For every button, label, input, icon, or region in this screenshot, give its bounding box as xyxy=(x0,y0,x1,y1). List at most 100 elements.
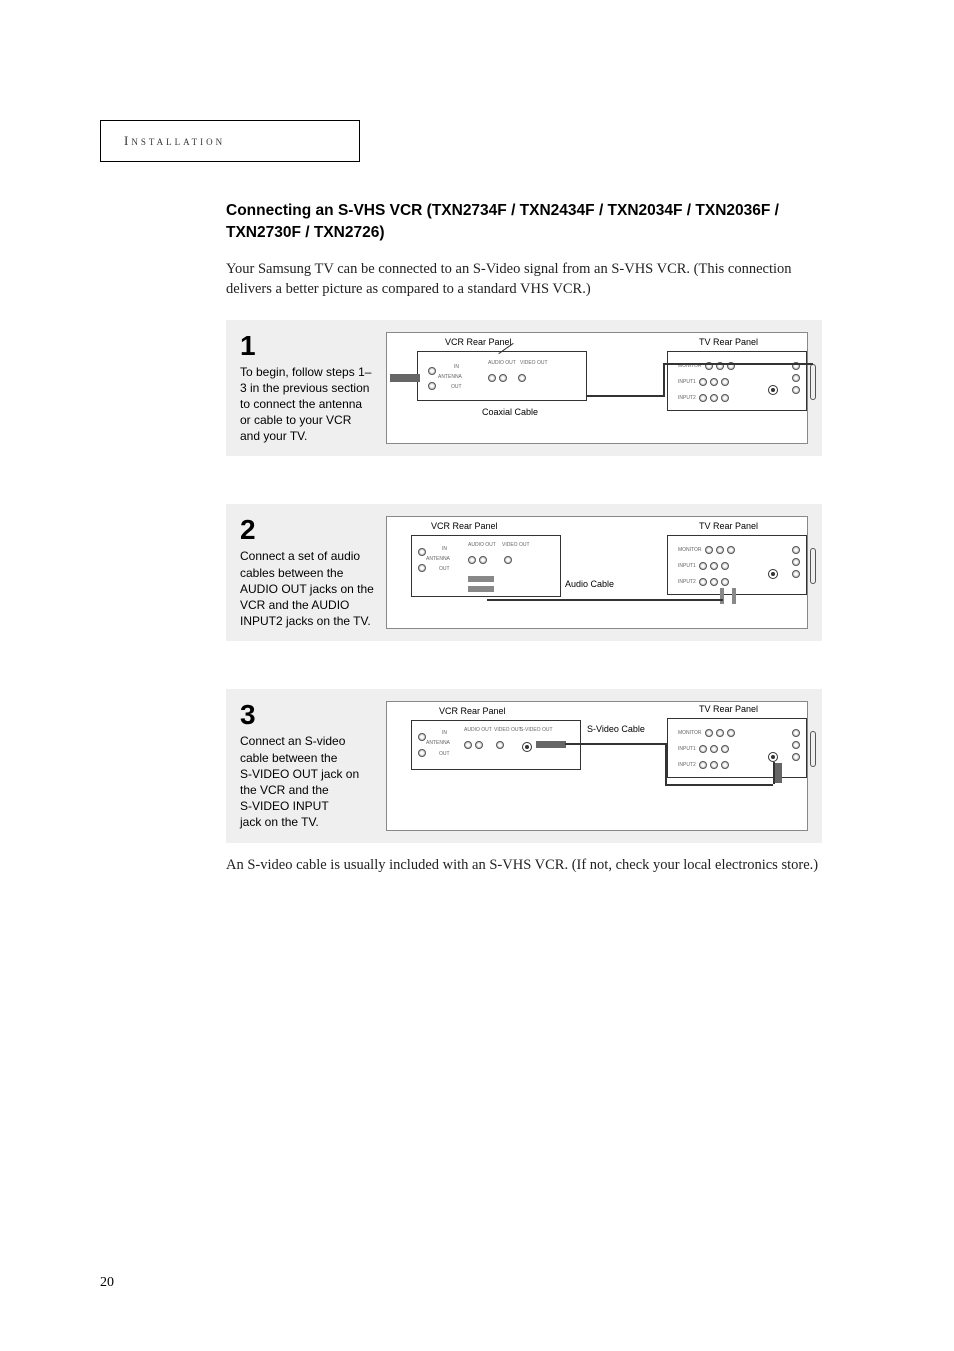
jack-icon xyxy=(699,378,707,386)
step-2-diagram: VCR Rear Panel IN OUT ANTENNA AUDIO OUT … xyxy=(386,516,808,629)
jack-icon xyxy=(468,556,476,564)
ant-connector-icon xyxy=(810,364,816,400)
jack-icon xyxy=(710,761,718,769)
svideo-label: S-VIDEO OUT xyxy=(520,727,553,733)
section-header-box: Installation xyxy=(100,120,360,162)
in-label: IN xyxy=(454,364,459,370)
main-content: Connecting an S-VHS VCR (TXN2734F / TXN2… xyxy=(226,200,826,875)
jack-icon xyxy=(699,745,707,753)
jack-icon xyxy=(479,556,487,564)
jack-icon xyxy=(418,749,426,757)
jack-icon xyxy=(496,741,504,749)
video-label: VIDEO OUT xyxy=(494,727,522,733)
jack-icon xyxy=(792,741,800,749)
jack-icon xyxy=(699,578,707,586)
jack-icon xyxy=(464,741,472,749)
step-3-left: 3 Connect an S-video cable between the S… xyxy=(240,701,374,830)
jack-icon xyxy=(710,378,718,386)
jack-icon xyxy=(475,741,483,749)
jack-icon xyxy=(727,546,735,554)
svideo-plug-icon xyxy=(536,741,566,748)
audio-label: AUDIO OUT xyxy=(468,542,496,548)
jack-icon xyxy=(699,761,707,769)
jack-icon xyxy=(721,394,729,402)
step-1-left: 1 To begin, follow steps 1–3 in the prev… xyxy=(240,332,374,445)
svideo-cable-label: S-Video Cable xyxy=(587,724,645,734)
coax-cable-line xyxy=(663,363,665,397)
jack-icon xyxy=(418,548,426,556)
step-3-diagram: VCR Rear Panel IN OUT ANTENNA AUDIO OUT … xyxy=(386,701,808,830)
jack-icon xyxy=(792,546,800,554)
step-1-block: 1 To begin, follow steps 1–3 in the prev… xyxy=(226,320,822,457)
jack-icon xyxy=(518,374,526,382)
jack-icon xyxy=(418,564,426,572)
in-label: IN xyxy=(442,730,447,736)
jack-icon xyxy=(792,729,800,737)
cable-plug-icon xyxy=(468,576,494,582)
spacer xyxy=(226,456,826,484)
jack-icon xyxy=(699,562,707,570)
cable-plug-icon xyxy=(720,588,724,604)
jack-icon xyxy=(716,546,724,554)
step-2-number: 2 xyxy=(240,516,374,544)
vcr-panel-label: VCR Rear Panel xyxy=(431,521,498,531)
jack-icon xyxy=(705,729,713,737)
jack-icon xyxy=(721,578,729,586)
audio-label: AUDIO OUT xyxy=(488,360,516,366)
jack-icon xyxy=(716,729,724,737)
vcr-rear-panel: IN OUT ANTENNA AUDIO OUT VIDEO OUT xyxy=(411,535,561,597)
ant-connector-icon xyxy=(810,731,816,767)
page-number: 20 xyxy=(100,1275,114,1291)
jack-icon xyxy=(792,374,800,382)
step-2-block: 2 Connect a set of audio cables between … xyxy=(226,504,822,641)
jack-icon xyxy=(504,556,512,564)
coax-cable-line xyxy=(587,395,665,397)
coax-cable-label: Coaxial Cable xyxy=(482,407,538,417)
vcr-panel-label: VCR Rear Panel xyxy=(445,337,512,347)
svideo-jack-icon xyxy=(522,742,532,752)
out-label: OUT xyxy=(439,751,450,757)
jack-icon xyxy=(710,745,718,753)
jack-icon xyxy=(710,394,718,402)
audio-label: AUDIO OUT xyxy=(464,727,492,733)
step-1-number: 1 xyxy=(240,332,374,360)
ant-connector-icon xyxy=(810,548,816,584)
cable-plug-icon xyxy=(468,586,494,592)
tv-rear-panel: MONITOR INPUT1 INPUT2 xyxy=(667,535,807,595)
footnote: An S-video cable is usually included wit… xyxy=(226,855,826,875)
tv-panel-label: TV Rear Panel xyxy=(699,704,758,714)
step-2-left: 2 Connect a set of audio cables between … xyxy=(240,516,374,629)
jack-icon xyxy=(721,562,729,570)
jack-icon xyxy=(710,578,718,586)
tv-rear-panel: MONITOR INPUT1 INPUT2 xyxy=(667,718,807,778)
coax-cable-line xyxy=(663,363,813,365)
audio-cable-line xyxy=(487,599,723,601)
ant-label: ANTENNA xyxy=(426,556,450,562)
tv-panel-label: TV Rear Panel xyxy=(699,521,758,531)
in-label: IN xyxy=(442,546,447,552)
jack-icon xyxy=(792,570,800,578)
step-1-diagram: VCR Rear Panel IN OUT ANTENNA AUDIO OUT … xyxy=(386,332,808,445)
step-3-block: 3 Connect an S-video cable between the S… xyxy=(226,689,822,842)
out-label: OUT xyxy=(451,384,462,390)
svideo-plug-icon xyxy=(775,763,782,783)
jack-icon xyxy=(418,733,426,741)
ant-label: ANTENNA xyxy=(426,740,450,746)
intro-paragraph: Your Samsung TV can be connected to an S… xyxy=(226,259,826,300)
video-label: VIDEO OUT xyxy=(520,360,548,366)
jack-icon xyxy=(488,374,496,382)
svideo-jack-icon xyxy=(768,385,778,395)
jack-icon xyxy=(721,378,729,386)
page-heading: Connecting an S-VHS VCR (TXN2734F / TXN2… xyxy=(226,200,826,245)
jack-icon xyxy=(792,386,800,394)
cable-plug-icon xyxy=(732,588,736,604)
svideo-cable-line xyxy=(665,784,773,786)
out-label: OUT xyxy=(439,566,450,572)
spacer xyxy=(226,641,826,669)
jack-icon xyxy=(428,382,436,390)
antenna-plug-icon xyxy=(390,374,420,382)
svideo-cable-line xyxy=(773,762,775,784)
jack-icon xyxy=(710,562,718,570)
ant-label: ANTENNA xyxy=(438,374,462,380)
tv-panel-label: TV Rear Panel xyxy=(699,337,758,347)
